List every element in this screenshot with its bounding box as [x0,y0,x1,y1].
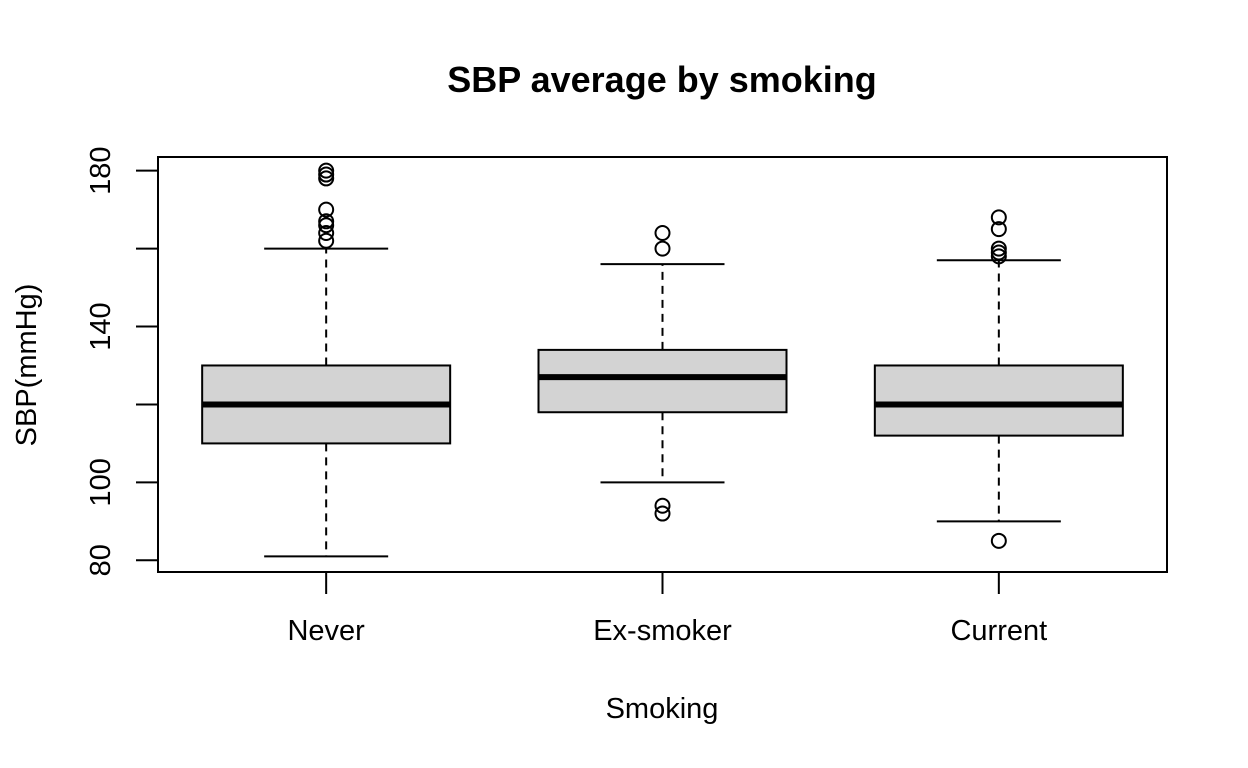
box-current [873,209,1124,549]
iqr-box [873,364,1124,437]
outlier-point [654,505,671,522]
outlier-point [654,240,671,257]
outlier-point [990,240,1007,257]
y-tick-label: 180 [85,146,117,194]
iqr-box [537,348,788,414]
outlier-point [990,248,1007,265]
outlier-point [990,244,1007,261]
outlier-point [318,201,335,218]
outlier-point [318,213,335,230]
outlier-point [318,232,335,249]
outlier-point [318,217,335,234]
outlier-point [318,166,335,183]
outlier-point [990,209,1007,226]
outlier-point [990,221,1007,238]
outlier-point [654,224,671,241]
box-never [201,162,452,558]
x-tick-label: Never [287,615,365,647]
x-axis-label: Smoking [606,693,719,725]
outlier-point [318,224,335,241]
outlier-point [990,532,1007,549]
outlier-point [318,170,335,187]
y-tick-label: 140 [85,302,117,350]
y-axis: 80 100 140 180 [85,146,159,576]
box-ex-smoker [537,224,788,522]
y-axis-label: SBP(mmHg) [11,284,43,447]
outlier-point [318,162,335,179]
outlier-point [654,497,671,514]
x-tick-label: Ex-smoker [593,615,732,647]
y-tick-label: 100 [85,458,117,506]
y-tick-label: 80 [85,544,117,576]
chart-title: SBP average by smoking [447,59,877,100]
x-tick-label: Current [950,615,1047,647]
boxes-group [201,162,1124,558]
x-axis: Never Ex-smoker Current [287,572,1047,647]
